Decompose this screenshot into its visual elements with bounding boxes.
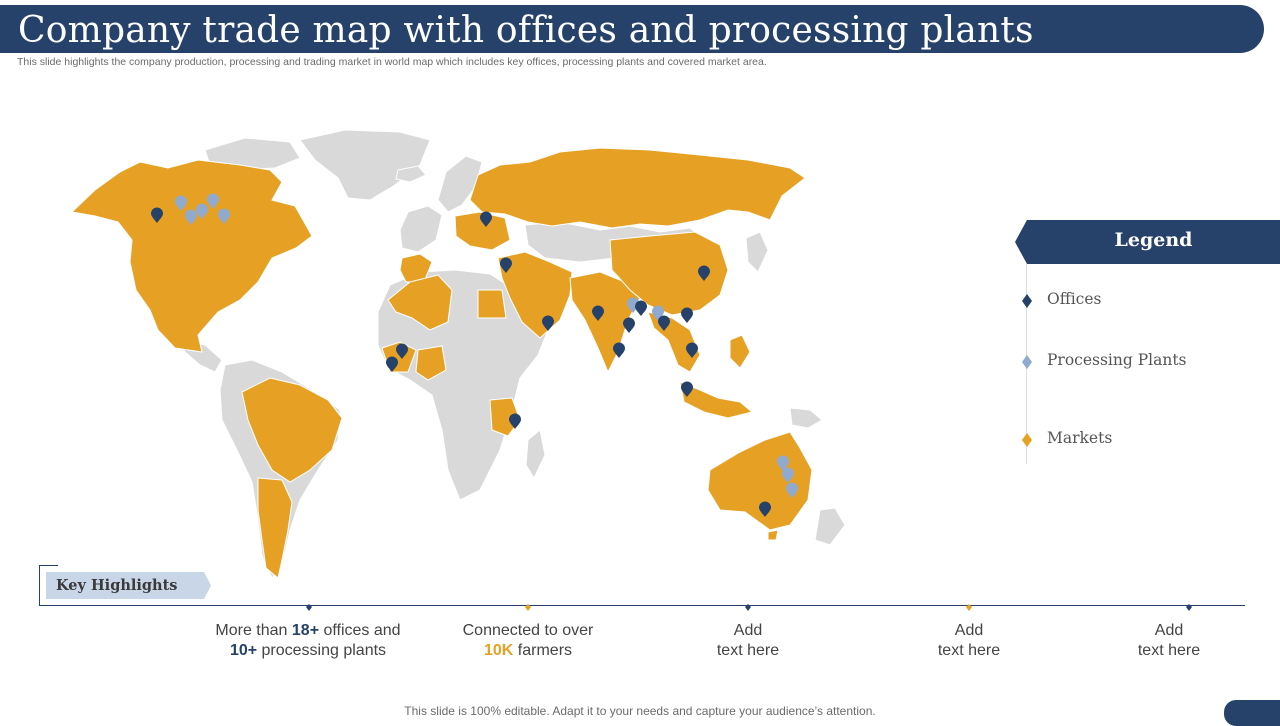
legend-title: Legend <box>1114 229 1193 251</box>
china-shape <box>609 231 729 316</box>
office-pin-icon <box>623 317 635 333</box>
russia-shape <box>469 147 806 229</box>
north-america-shape <box>70 159 313 353</box>
office-pin-icon <box>509 413 521 429</box>
processing-plant-pin-icon <box>786 482 798 498</box>
office-pin-icon <box>396 343 408 359</box>
highlight-number: 18+ <box>291 622 320 639</box>
office-pin-icon <box>759 501 771 517</box>
se-asia-shape <box>647 311 701 373</box>
highlight-item-farmers: Connected to over 10K farmers <box>418 621 638 660</box>
highlight-number: 10K <box>483 641 514 659</box>
australia-shape <box>707 431 813 531</box>
processing-plant-pin-icon <box>196 203 208 219</box>
philippines-shape <box>729 334 751 369</box>
office-pin-icon <box>480 211 492 227</box>
madagascar-shape <box>525 429 546 480</box>
pin-icon <box>1022 433 1032 447</box>
office-pin-icon <box>658 315 670 331</box>
brazil-shape <box>241 377 343 483</box>
highlight-item-offices: More than 18+ offices and 10+ processing… <box>198 621 418 660</box>
tasmania-shape <box>767 529 779 541</box>
timeline-marker-icon <box>306 604 312 611</box>
legend-label: Offices <box>1047 290 1102 308</box>
highlight-item-placeholder: Add text here <box>638 621 858 660</box>
nigeria-shape <box>415 345 447 381</box>
legend-label: Processing Plants <box>1047 351 1187 369</box>
pin-icon <box>1022 294 1032 308</box>
highlight-text: More than <box>215 622 292 639</box>
processing-plant-pin-icon <box>175 195 187 211</box>
office-pin-icon <box>681 381 693 397</box>
algeria-shape <box>387 274 453 331</box>
legend-label: Markets <box>1047 429 1113 447</box>
highlight-text: text here <box>716 641 780 659</box>
page-title: Company trade map with offices and proce… <box>18 10 1034 51</box>
greenland-shape <box>299 129 431 201</box>
highlight-text: Add <box>733 622 763 639</box>
legend-header: Legend <box>1015 220 1280 264</box>
indonesia-shape <box>679 381 754 419</box>
japan-shape <box>745 231 769 273</box>
office-pin-icon <box>698 265 710 281</box>
highlight-text: processing plants <box>257 641 387 659</box>
highlight-number: 10+ <box>229 641 258 659</box>
processing-plant-pins <box>175 193 798 498</box>
office-pin-icon <box>542 315 554 331</box>
highlights-bracket <box>39 565 58 606</box>
timeline-marker-icon <box>745 604 751 611</box>
processing-plant-pin-icon <box>185 209 197 225</box>
office-pin-icon <box>500 257 512 273</box>
nz-shape <box>814 507 846 546</box>
processing-plant-pin-icon <box>207 193 219 209</box>
highlight-text: farmers <box>513 641 573 659</box>
office-pins <box>151 207 771 517</box>
office-pin-icon <box>635 300 647 316</box>
egypt-shape <box>477 289 507 319</box>
office-pin-icon <box>151 207 163 223</box>
corner-tab <box>1224 700 1280 726</box>
processing-plant-pin-icon <box>777 455 789 471</box>
pin-icon <box>1022 355 1032 369</box>
title-bar: Company trade map with offices and proce… <box>0 5 1264 53</box>
office-pin-icon <box>681 307 693 323</box>
highlights-label: Key Highlights <box>56 577 178 594</box>
highlights-tag: Key Highlights <box>46 572 211 599</box>
office-pin-icon <box>592 305 604 321</box>
timeline-marker-icon <box>525 604 531 611</box>
iceland-shape <box>395 165 427 183</box>
highlight-text: text here <box>1137 641 1201 659</box>
highlight-text: Add <box>1154 622 1184 639</box>
legend-panel: Legend Offices Processing Plants Markets <box>1015 220 1280 470</box>
highlights-timeline <box>39 605 1245 606</box>
office-pin-icon <box>686 342 698 358</box>
highlight-item-placeholder: Add text here <box>1059 621 1279 660</box>
highlight-item-placeholder: Add text here <box>859 621 1079 660</box>
processing-plant-pin-icon <box>218 208 230 224</box>
office-pin-icon <box>386 356 398 372</box>
argentina-shape <box>257 477 293 579</box>
png-shape <box>789 407 823 429</box>
highlight-text: Add <box>954 622 984 639</box>
timeline-marker-icon <box>1186 604 1192 611</box>
processing-plant-pin-icon <box>782 467 794 483</box>
tanzania-shape <box>489 397 521 437</box>
highlight-text: text here <box>937 641 1001 659</box>
highlight-text: Connected to over <box>462 622 594 639</box>
timeline-marker-icon <box>966 604 972 611</box>
office-pin-icon <box>613 342 625 358</box>
world-map <box>70 129 846 579</box>
highlight-text: offices and <box>319 622 401 639</box>
europe-west-shape <box>399 205 443 253</box>
footer-note: This slide is 100% editable. Adapt it to… <box>404 704 876 718</box>
page-subtitle: This slide highlights the company produc… <box>17 56 767 68</box>
middle-east-shape <box>497 251 573 339</box>
